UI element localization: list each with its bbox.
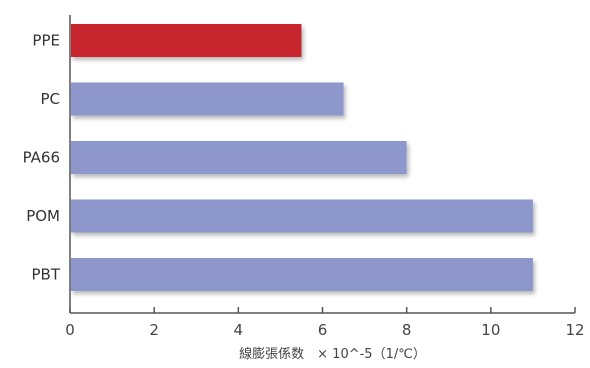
x-tick-label-10: 10 <box>481 321 500 339</box>
category-label-pa66: PA66 <box>23 149 60 167</box>
x-tick-label-0: 0 <box>65 321 75 339</box>
x-tick-label-2: 2 <box>149 321 159 339</box>
x-axis-ticks: 0 2 4 6 8 10 12 <box>65 307 585 339</box>
bar-pom <box>71 199 533 233</box>
category-label-pbt: PBT <box>32 266 61 284</box>
x-axis-title: 線膨張係数 × 10^-5（1/℃） <box>239 346 426 362</box>
bar-pa66 <box>71 141 407 174</box>
x-tick-label-12: 12 <box>565 321 584 339</box>
category-label-pc: PC <box>40 90 60 108</box>
x-tick-label-8: 8 <box>402 321 412 339</box>
category-label-pom: POM <box>26 207 60 225</box>
category-label-ppe: PPE <box>32 32 60 50</box>
x-tick-label-4: 4 <box>234 321 244 339</box>
x-tick-label-6: 6 <box>318 321 328 339</box>
bars-group <box>71 24 533 291</box>
bar-pbt <box>71 258 533 291</box>
bar-pc <box>71 82 344 116</box>
bar-ppe <box>71 24 302 57</box>
category-labels: PPE PC PA66 POM PBT <box>23 32 61 284</box>
